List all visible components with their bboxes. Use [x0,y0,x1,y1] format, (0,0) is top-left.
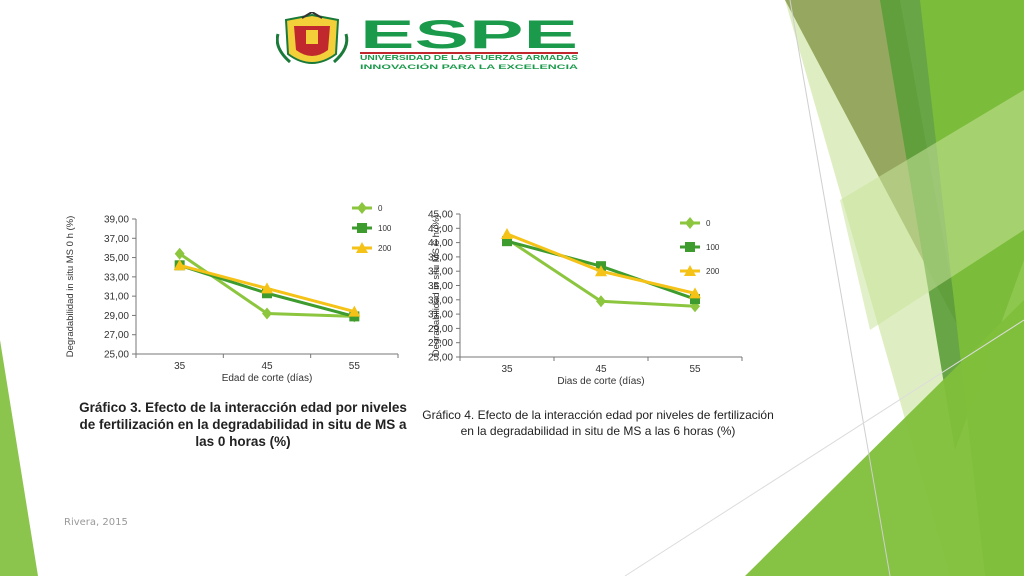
y-tick-label: 33,00 [104,272,129,283]
brand-tagline: INNOVACIÓN PARA LA EXCELENCIA [360,63,579,71]
brand-divider [360,52,578,54]
legend-label: 200 [378,244,392,253]
left-accent-shape [0,340,38,576]
diamond-marker [690,300,700,313]
y-tick-label: 29,00 [104,311,129,322]
y-tick-label: 33,00 [428,295,453,306]
y-tick-label: 31,00 [104,292,129,303]
y-axis-label: Degradabilidad in situ MS 6 h (%) [431,215,442,357]
x-tick-label: 55 [349,361,361,372]
y-tick-label: 27,00 [104,330,129,341]
square-marker [502,236,512,247]
diamond-marker [357,202,367,214]
y-tick-label: 25,00 [428,353,453,364]
square-marker [690,294,700,305]
triangle-marker [261,282,273,294]
diamond-marker [685,217,695,229]
y-tick-label: 31,00 [428,310,453,321]
x-tick-label: 35 [174,361,186,372]
deco-thin-line-2 [624,319,1024,576]
y-tick-label: 35,00 [104,253,129,264]
y-tick-label: 41,00 [428,238,453,249]
square-marker [357,223,367,233]
triangle-marker [689,287,701,299]
y-tick-label: 35,00 [428,281,453,292]
y-tick-label: 45,00 [428,210,453,221]
x-axis-label: Dias de corte (días) [557,376,644,387]
triangle-marker [173,259,186,271]
chart1-caption: Gráfico 3. Efecto de la interacción edad… [79,400,407,449]
legend-label: 100 [378,224,392,233]
x-tick-label: 55 [689,364,701,375]
square-marker [685,242,695,252]
y-tick-label: 39,00 [104,215,129,226]
y-tick-label: 29,00 [428,324,453,335]
y-tick-label: 27,00 [428,338,453,349]
source-citation: Rivera, 2015 [64,517,128,528]
x-axis-label: Edad de corte (días) [222,373,313,384]
university-seal [276,12,349,64]
x-tick-label: 45 [595,364,607,375]
y-axis-label: Degradabilidad in situ MS 0 h (%) [65,216,76,358]
legend-label: 100 [706,243,720,252]
deco-thin-line [789,0,891,576]
diamond-marker [596,295,606,308]
x-tick-label: 35 [501,364,513,375]
triangle-marker [684,265,696,276]
y-tick-label: 37,00 [104,234,129,245]
brand-subtitle: UNIVERSIDAD DE LAS FUERZAS ARMADAS [360,55,578,62]
triangle-marker [356,242,368,253]
x-tick-label: 45 [261,361,273,372]
chart-degradability-6h: 25,00 27,00 29,00 31,00 33,00 35,00 37,00 39,00… [428,210,743,387]
y-tick-label: 37,00 [428,267,453,278]
chart2-caption: Gráfico 4. Efecto de la interacción edad… [422,408,774,438]
diamond-marker [262,307,272,320]
bottom-right-triangle [745,300,1024,576]
triangle-marker [595,265,607,277]
y-tick-label: 43,00 [428,224,453,235]
legend-label: 200 [706,267,720,276]
triangle-marker [348,305,361,317]
y-tick-label: 25,00 [104,350,129,361]
legend-label: 0 [378,204,383,213]
brand-name: ESPE [360,13,578,57]
y-tick-label: 39,00 [428,252,453,263]
right-light-band [840,90,1024,330]
diamond-marker [174,247,185,260]
chart-degradability-0h: 25,00 27,00 29,00 31,00 33,00 35,00 37,00 39,00… [65,202,399,384]
legend-label: 0 [706,219,711,228]
espe-logo: ESPE UNIVERSIDAD DE LAS FUERZAS ARMADAS … [276,12,579,71]
triangle-marker [501,228,513,240]
